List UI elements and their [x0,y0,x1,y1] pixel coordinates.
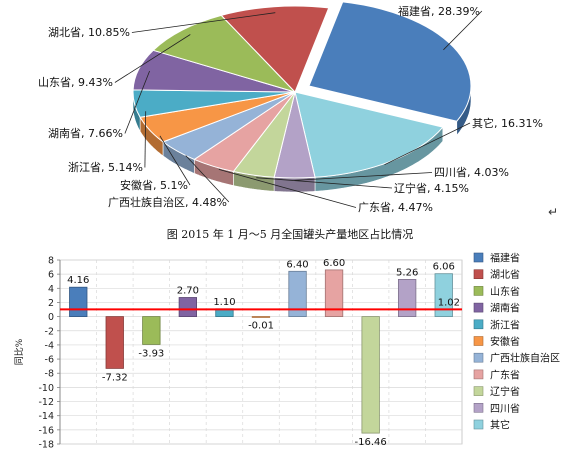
legend-label: 湖北省 [490,268,520,281]
legend-label: 辽宁省 [490,385,520,398]
y-tick-label: -6 [45,355,54,366]
pie-leader-line [124,70,150,134]
pie-label: 湖南省, 7.66% [48,127,123,140]
caption-mark: ↵ [548,205,559,219]
legend-label: 湖南省 [490,302,520,315]
legend-swatch [473,369,484,380]
bar [69,286,88,318]
pie-label: 广西壮族自治区, 4.48% [108,195,227,209]
pie-slice [308,1,472,122]
y-tick-label: -8 [45,369,54,380]
bar-value-label: 2.70 [177,286,199,297]
pie-leader-line [218,169,357,208]
pie-slice [220,5,330,93]
bar-value-label: 6.60 [323,258,345,269]
y-tick-label: -10 [38,383,54,394]
legend-swatch [473,386,484,396]
y-tick-label: -2 [45,326,54,337]
pie-label: 浙江省, 5.14% [68,161,143,174]
pie-label: 湖北省, 10.85% [48,26,130,39]
legend-swatch [473,352,484,363]
y-axis-label: 同比% [13,338,25,365]
pie-leader-line [131,12,276,33]
bar [324,269,344,318]
bar [105,316,124,369]
bar [397,279,417,318]
legend-swatch [473,286,484,296]
y-tick-label: 0 [48,312,54,323]
bar [361,316,380,434]
bar [142,316,161,345]
bar-value-label: -7.32 [102,372,128,383]
reference-line-label: 1.02 [438,297,460,308]
bar-value-label: 5.26 [396,267,418,278]
pie-label: 安徽省, 5.1% [120,178,188,192]
pie-leader-line [144,111,147,168]
figure-caption: 图 2015 年 1 月～5 月全国罐头产量地区占比情况 [166,228,414,241]
y-tick-label: 8 [48,256,54,267]
legend-label: 四川省 [490,402,520,415]
legend-swatch [473,419,484,430]
pie-label: 辽宁省, 4.15% [394,181,469,195]
y-tick-label: -18 [38,440,54,451]
pie-leader-line [114,34,191,83]
legend-label: 福建省 [490,252,520,265]
legend-swatch [473,403,484,413]
pie-label: 四川省, 4.03% [434,166,509,179]
legend-label: 安徽省 [490,335,520,348]
bar-value-label: -16.46 [355,437,387,448]
bar-value-label: -0.01 [248,321,274,332]
pie-label: 福建省, 28.39% [398,4,480,18]
pie-chart: 福建省, 28.39% 其它, 16.31% 四川省, 4.03% 辽宁省, 4.15… [38,1,543,214]
bar-value-label: 6.06 [433,262,455,273]
y-tick-label: -14 [38,411,54,422]
legend-swatch [473,302,484,313]
legend-swatch [473,319,484,330]
pie-leader-line [294,172,433,181]
plot-area [59,259,463,445]
legend-label: 广东省 [490,368,520,381]
legend-label: 山东省 [490,285,520,298]
pie-label: 其它, 16.31% [472,116,543,130]
legend-swatch [473,336,484,346]
bar-value-label: 1.10 [213,297,235,308]
pie-label: 广东省, 4.47% [358,201,433,214]
pie-leader-line [159,135,191,186]
bar [288,270,307,317]
pie-label: 山东省, 9.43% [38,76,113,89]
legend-swatch [473,269,484,280]
y-tick-label: 6 [48,270,54,281]
legend-label: 浙江省 [490,318,520,331]
y-tick-label: 4 [48,284,54,295]
y-tick-label: -12 [38,397,54,408]
legend-swatch [473,252,484,263]
bar-value-label: 4.16 [67,275,89,286]
y-tick-label: -16 [38,425,54,436]
pie-leader-line [256,177,393,189]
bar-chart: -18 -16 -14 -12 -10 -8 -6 -4 -2 0 2 4 6 8 同比% 1.02 4.1… [13,252,560,451]
bar [434,273,453,318]
bar [178,297,198,318]
bar [251,316,271,318]
pie-leader-line [443,10,483,51]
pie-slice [152,14,297,94]
y-tick-label: 2 [48,298,54,309]
y-tick-label: -4 [45,340,54,351]
pie-leader-line [185,155,230,203]
legend-label: 广西壮族自治区 [490,352,560,365]
bar-value-label: -3.93 [138,348,164,359]
bar-value-label: 6.40 [286,259,308,270]
legend-label: 其它 [490,419,510,432]
pie-leader-line [384,122,471,166]
